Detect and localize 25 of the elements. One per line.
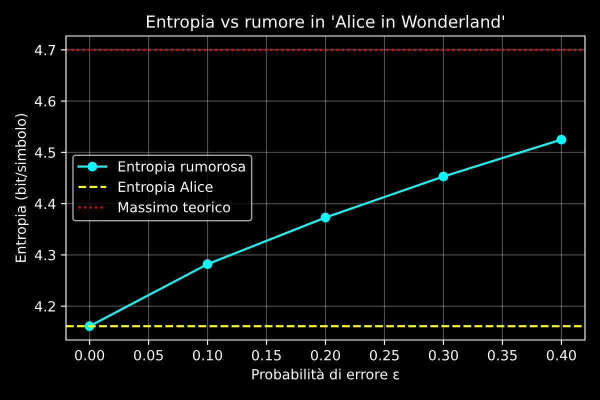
x-axis-title: Probabilità di errore ε xyxy=(252,368,400,380)
legend-label: Entropia rumorosa xyxy=(118,160,245,174)
y-tick-label: 4.6 xyxy=(34,96,56,107)
x-tick-label: 0.05 xyxy=(134,350,163,360)
y-tick-label: 4.2 xyxy=(34,301,55,312)
x-tick-label: 0.10 xyxy=(193,350,222,360)
x-tick-label: 0.35 xyxy=(488,350,517,360)
y-tick-label: 4.5 xyxy=(34,148,56,158)
legend-label: Massimo teorico xyxy=(118,202,230,212)
x-tick-label: 0.00 xyxy=(75,350,104,360)
y-tick-label: 4.3 xyxy=(34,250,56,260)
point xyxy=(438,172,448,182)
x-tick-label: 0.30 xyxy=(428,350,458,360)
y-axis-title: Entropia (bit/simbolo) xyxy=(15,114,29,262)
x-tick-label: 0.15 xyxy=(252,350,281,360)
y-tick-label: 4.7 xyxy=(34,44,56,56)
x-tick-label: 0.40 xyxy=(546,350,576,360)
x-tick-label: 0.20 xyxy=(310,350,340,360)
point xyxy=(202,259,212,269)
x-tick-label: 0.25 xyxy=(370,350,399,360)
y-tick-label: 4.4 xyxy=(34,198,56,209)
point xyxy=(320,212,330,222)
point xyxy=(556,134,566,144)
chart-title: Entropia vs rumore in 'Alice in Wonderland' xyxy=(147,15,504,32)
legend-label: Entropia Alice xyxy=(118,181,213,195)
